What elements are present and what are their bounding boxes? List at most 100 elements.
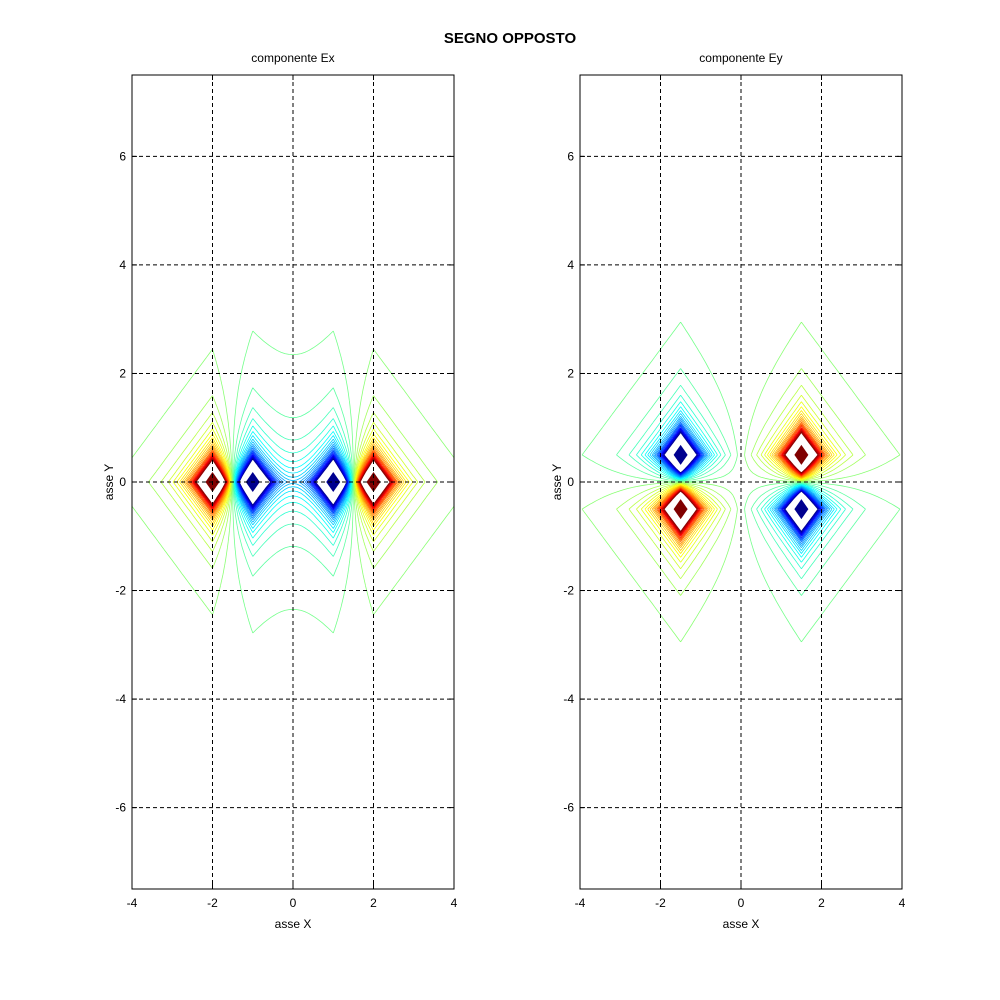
figure-title: SEGNO OPPOSTO xyxy=(444,30,577,47)
x-tick-label: 0 xyxy=(738,896,745,910)
subplot-ex-grid xyxy=(132,75,454,889)
extremum-marker xyxy=(326,472,341,492)
contour-line xyxy=(651,416,831,548)
contour-line xyxy=(581,321,901,643)
contour-line xyxy=(616,368,866,596)
contour-line xyxy=(654,420,828,544)
contour-line xyxy=(647,410,835,554)
contour-line xyxy=(663,432,819,532)
y-tick-label: 4 xyxy=(119,258,126,272)
contour-line xyxy=(659,425,823,539)
x-tick-label: 4 xyxy=(899,896,906,910)
x-axis-label: asse X xyxy=(275,917,312,931)
y-axis-label: asse Y xyxy=(102,464,116,500)
contour-line xyxy=(661,429,821,535)
contour-line xyxy=(658,424,824,540)
contour-line xyxy=(185,445,401,519)
contour-line xyxy=(656,422,826,542)
subplot-ey-contours xyxy=(581,321,901,643)
contour-line xyxy=(640,401,842,563)
x-tick-label: 0 xyxy=(290,896,297,910)
contour-line xyxy=(238,456,348,508)
y-tick-label: -4 xyxy=(563,692,574,706)
contour-line xyxy=(238,458,348,506)
contour-line xyxy=(628,385,854,579)
contour-line xyxy=(657,423,825,541)
y-tick-label: 0 xyxy=(119,475,126,489)
contour-line xyxy=(657,423,825,541)
subplot-title: componente Ey xyxy=(699,51,782,65)
contour-line xyxy=(658,424,824,540)
contour-line xyxy=(660,428,822,536)
subplot-ey: componente Ey -4 -2 0 2 4 -6 -4 -2 0 2 4 6 asse X a… xyxy=(550,51,906,931)
x-axis-label: asse X xyxy=(723,917,760,931)
contour-line xyxy=(236,449,350,515)
subplot-ex-contours xyxy=(131,330,455,634)
contour-line xyxy=(640,401,842,563)
contour-line xyxy=(234,431,352,533)
contour-line xyxy=(233,425,353,539)
contour-line xyxy=(647,410,835,554)
contour-line xyxy=(616,368,866,596)
x-tick-label: 2 xyxy=(370,896,377,910)
x-tick-label: -2 xyxy=(207,896,218,910)
contour-line xyxy=(237,454,349,510)
subplot-ey-ticks: -4 -2 0 2 4 -6 -4 -2 0 2 4 6 xyxy=(563,75,906,910)
contour-line xyxy=(656,422,826,542)
contour-line xyxy=(653,418,829,546)
contour-line xyxy=(628,385,854,579)
contour-line xyxy=(651,416,831,548)
y-tick-label: 6 xyxy=(119,149,126,163)
contour-line xyxy=(189,451,397,513)
contour-line xyxy=(644,406,838,558)
extremum-marker xyxy=(673,444,688,465)
contour-line xyxy=(232,387,354,577)
contour-line xyxy=(181,440,405,524)
extremum-marker xyxy=(794,499,809,520)
contour-line xyxy=(232,407,354,557)
x-tick-label: -2 xyxy=(655,896,666,910)
subplot-title: componente Ex xyxy=(251,51,334,65)
x-tick-label: 4 xyxy=(451,896,458,910)
contour-line xyxy=(654,420,828,544)
subplot-ex: componente Ex -4 -2 0 2 4 -6 -4 -2 0 2 4 6 asse X a… xyxy=(102,51,458,931)
contour-line xyxy=(653,418,829,546)
y-tick-label: -2 xyxy=(115,584,126,598)
contour-line xyxy=(238,457,348,507)
contour-line xyxy=(235,444,351,520)
y-tick-label: 4 xyxy=(567,258,574,272)
y-tick-label: -6 xyxy=(563,801,574,815)
contour-line xyxy=(236,447,350,517)
x-tick-label: -4 xyxy=(575,896,586,910)
contour-line xyxy=(233,418,353,546)
contour-line xyxy=(234,438,352,526)
contour-line xyxy=(235,445,351,519)
extremum-marker xyxy=(673,499,688,520)
contour-line xyxy=(176,433,410,531)
contour-line xyxy=(238,457,348,507)
contour-line xyxy=(659,425,823,539)
x-tick-label: 2 xyxy=(818,896,825,910)
y-tick-label: 6 xyxy=(567,149,574,163)
contour-line xyxy=(167,422,419,542)
y-tick-label: -4 xyxy=(115,692,126,706)
contour-line xyxy=(649,413,833,551)
contour-line xyxy=(636,394,846,570)
contour-line xyxy=(148,395,438,569)
y-tick-label: 0 xyxy=(567,475,574,489)
contour-line xyxy=(581,321,901,643)
contour-line xyxy=(172,428,414,536)
contour-line xyxy=(131,348,455,616)
subplot-ex-ticks: -4 -2 0 2 4 -6 -4 -2 0 2 4 6 xyxy=(115,75,458,910)
contour-line xyxy=(160,412,426,552)
y-tick-label: 2 xyxy=(119,366,126,380)
y-axis-label: asse Y xyxy=(550,464,564,500)
contour-line xyxy=(659,427,823,537)
contour-line xyxy=(190,453,396,511)
contour-line xyxy=(234,435,352,529)
contour-line xyxy=(188,450,398,514)
y-tick-label: 2 xyxy=(567,366,574,380)
extremum-marker xyxy=(794,444,809,465)
contour-line xyxy=(644,406,838,558)
